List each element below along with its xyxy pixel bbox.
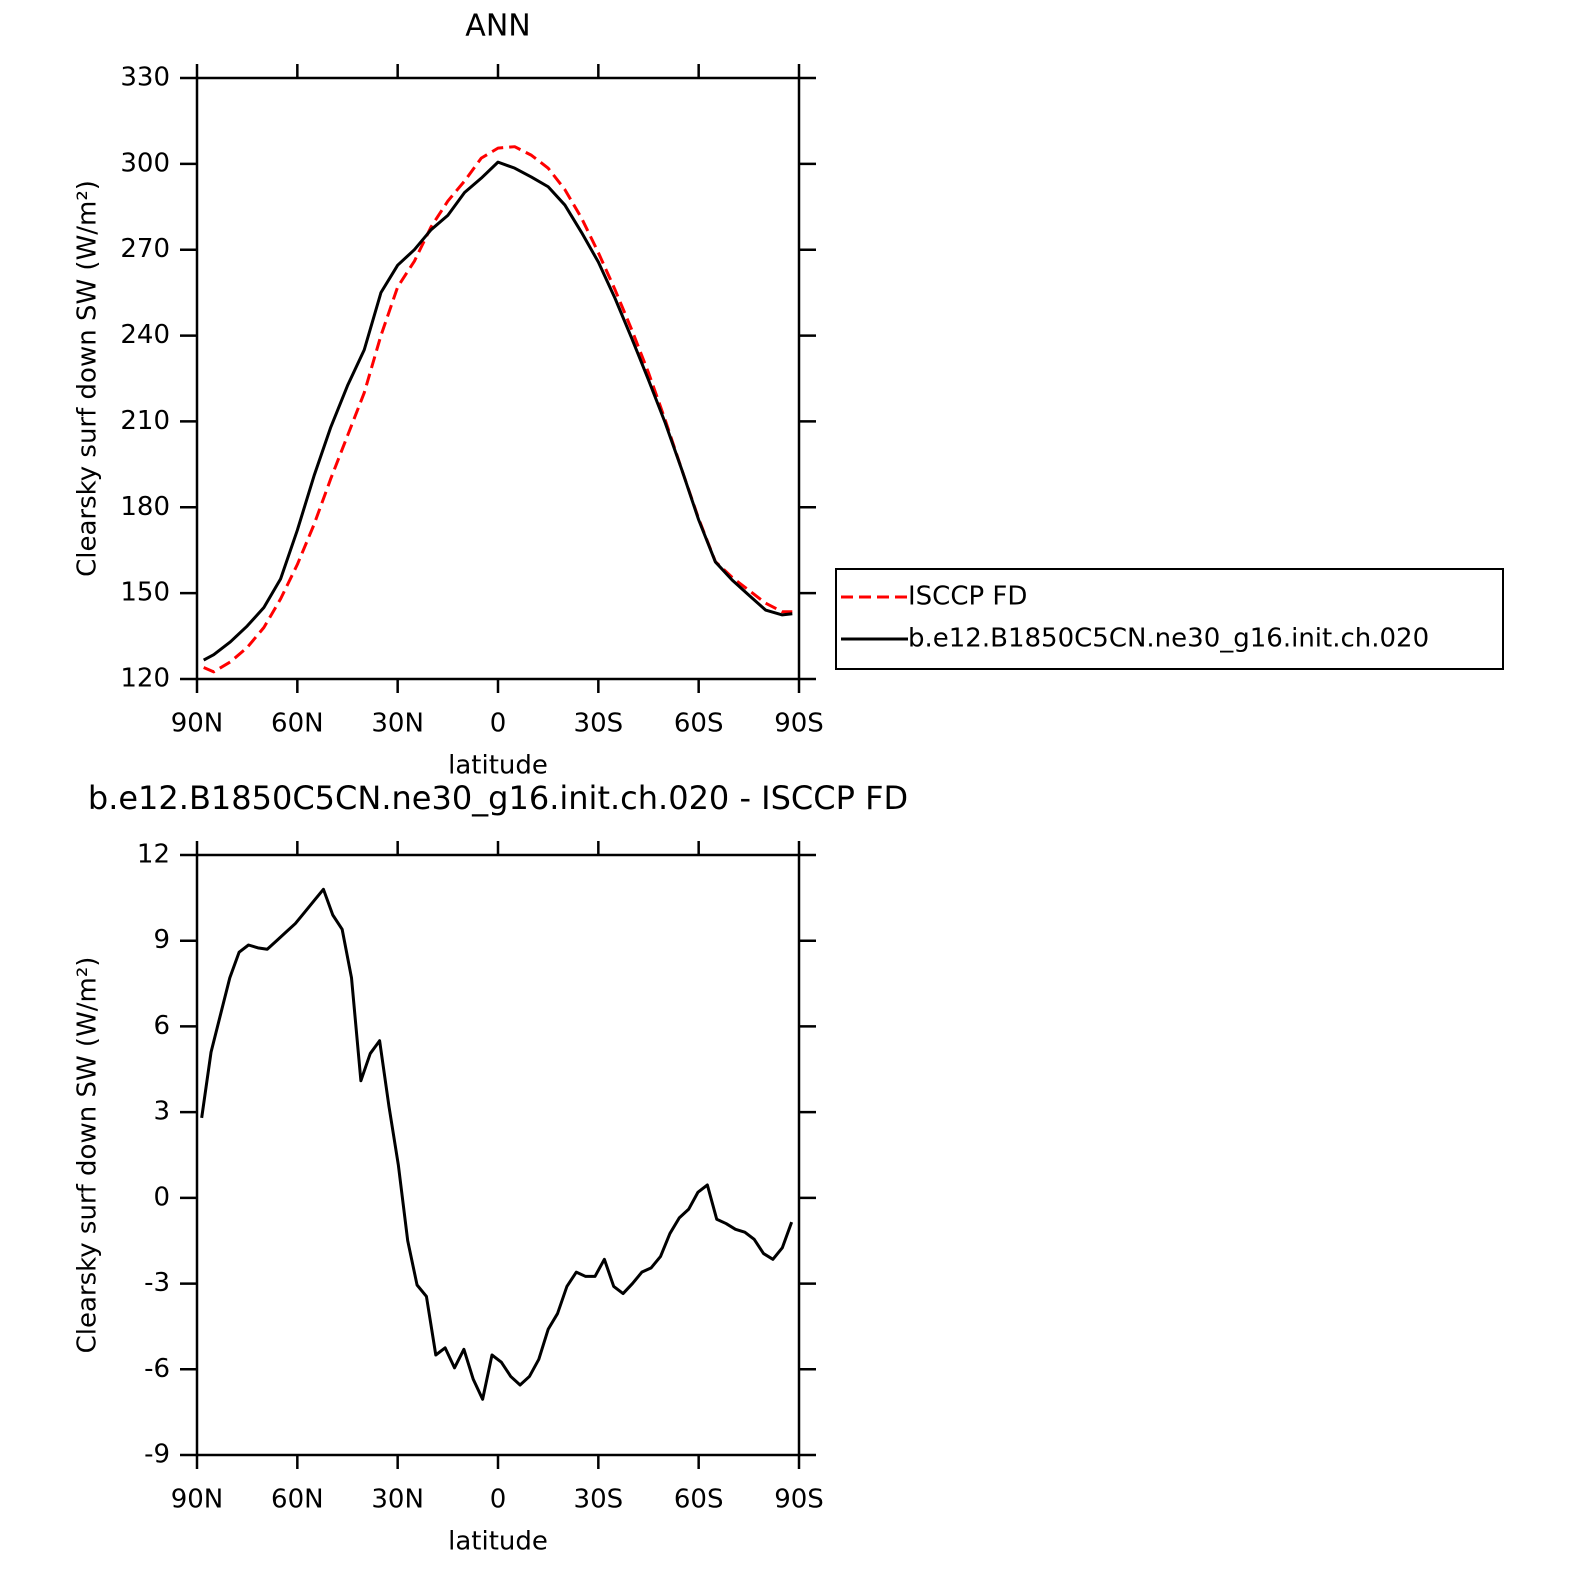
x-tick-label: 60S bbox=[674, 709, 724, 739]
y-tick-label: 120 bbox=[120, 664, 170, 694]
y-tick-label: 300 bbox=[120, 148, 170, 178]
y-tick-label: 150 bbox=[120, 578, 170, 608]
x-tick-label: 90N bbox=[171, 1485, 224, 1515]
x-axis-label: latitude bbox=[448, 751, 548, 781]
x-tick-label: 0 bbox=[490, 709, 507, 739]
data-line bbox=[203, 145, 793, 674]
y-tick-label: 240 bbox=[120, 320, 170, 350]
x-tick-label: 30N bbox=[371, 709, 424, 739]
plot-frame bbox=[195, 853, 801, 1457]
y-tick-label: 6 bbox=[153, 1011, 170, 1041]
y-tick-label: 3 bbox=[153, 1097, 170, 1127]
x-tick-label: 30S bbox=[574, 709, 624, 739]
y-tick-label: -9 bbox=[144, 1440, 170, 1470]
y-tick-label: 180 bbox=[120, 492, 170, 522]
y-axis-label: Clearsky surf down SW (W/m²) bbox=[73, 180, 103, 577]
x-axis-label: latitude bbox=[448, 1527, 548, 1557]
y-tick-label: 0 bbox=[153, 1182, 170, 1212]
data-line bbox=[202, 160, 793, 662]
plot-frame bbox=[195, 76, 801, 681]
y-axis-label: Clearsky surf down SW (W/m²) bbox=[73, 957, 103, 1354]
x-tick-label: 30N bbox=[371, 1485, 424, 1515]
chart-title: ANN bbox=[465, 9, 530, 44]
x-tick-label: 90N bbox=[171, 709, 224, 739]
x-tick-label: 60N bbox=[271, 1485, 324, 1515]
legend-box bbox=[835, 568, 1504, 670]
x-tick-label: 60N bbox=[271, 709, 324, 739]
chart-title: b.e12.B1850C5CN.ne30_g16.init.ch.020 - I… bbox=[88, 779, 908, 817]
y-tick-label: 210 bbox=[120, 406, 170, 436]
y-tick-label: 270 bbox=[120, 234, 170, 264]
x-tick-label: 60S bbox=[674, 1485, 724, 1515]
x-tick-label: 30S bbox=[574, 1485, 624, 1515]
x-tick-label: 90S bbox=[774, 709, 824, 739]
legend-label: ISCCP FD bbox=[908, 582, 1027, 612]
y-tick-label: 330 bbox=[120, 63, 170, 93]
y-tick-label: -3 bbox=[144, 1268, 170, 1298]
y-tick-label: 9 bbox=[153, 925, 170, 955]
x-tick-label: 0 bbox=[490, 1485, 507, 1515]
y-tick-label: 12 bbox=[137, 840, 170, 870]
data-line bbox=[200, 887, 794, 1401]
legend-label: b.e12.B1850C5CN.ne30_g16.init.ch.020 bbox=[908, 624, 1429, 654]
x-tick-label: 90S bbox=[774, 1485, 824, 1515]
y-tick-label: -6 bbox=[144, 1354, 170, 1384]
